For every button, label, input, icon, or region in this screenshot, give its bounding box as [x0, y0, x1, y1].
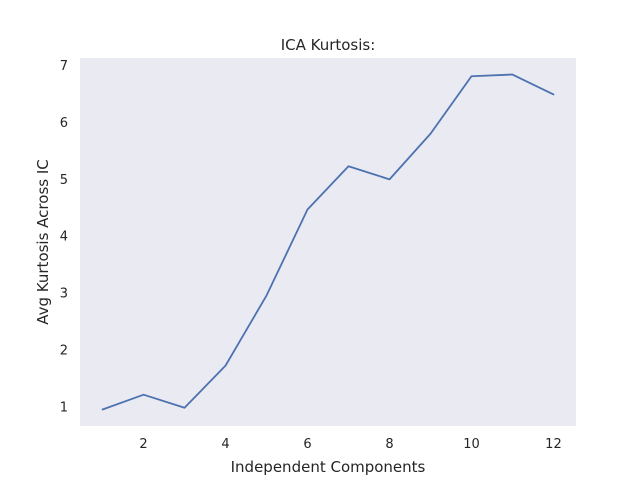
- y-axis-ticks: 1 2 3 4 5 6 7: [60, 59, 68, 416]
- x-tick-label: 12: [545, 437, 562, 452]
- x-tick-label: 6: [303, 437, 311, 452]
- series-layer: [101, 73, 555, 411]
- y-tick-label: 3: [60, 287, 68, 302]
- x-tick-label: 4: [221, 437, 229, 452]
- series-line: [101, 73, 555, 411]
- x-axis-title: Independent Components: [231, 458, 426, 476]
- plot-area: [80, 58, 576, 426]
- y-tick-label: 4: [60, 230, 68, 245]
- y-tick-label: 2: [60, 344, 68, 359]
- x-tick-label: 8: [385, 437, 393, 452]
- chart-title: ICA Kurtosis:: [281, 36, 376, 54]
- y-axis-title: Avg Kurtosis Across IC: [34, 159, 52, 325]
- x-tick-label: 10: [463, 437, 480, 452]
- x-tick-label: 2: [139, 437, 147, 452]
- y-tick-label: 1: [60, 401, 68, 416]
- x-axis-ticks: 2 4 6 8 10 12: [139, 437, 561, 452]
- y-tick-label: 7: [60, 59, 68, 74]
- y-tick-label: 6: [60, 116, 68, 131]
- y-tick-label: 5: [60, 173, 68, 188]
